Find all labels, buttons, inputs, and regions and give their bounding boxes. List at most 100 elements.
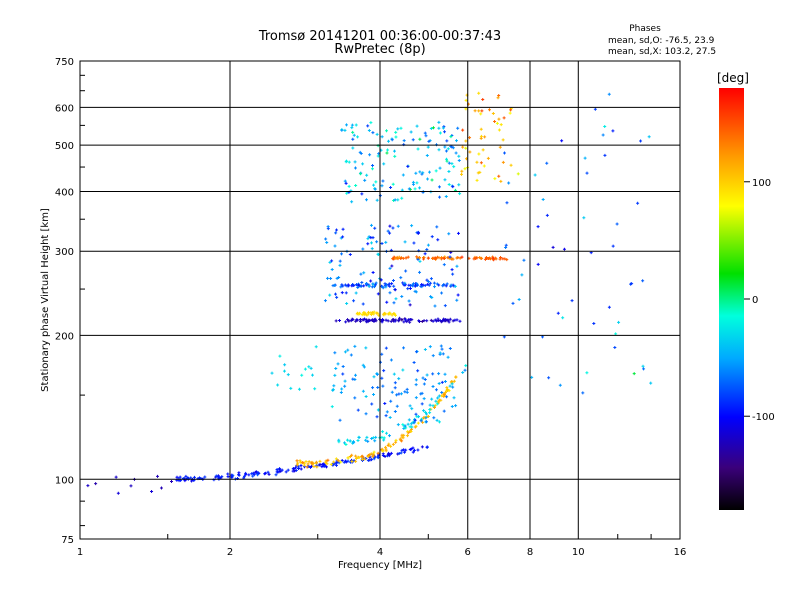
data-point [501, 160, 505, 164]
plot-frame [79, 60, 681, 540]
data-point [338, 418, 342, 422]
data-point [332, 460, 336, 464]
data-point [309, 461, 313, 465]
data-point [380, 184, 384, 188]
data-point [383, 455, 387, 459]
data-point [434, 388, 438, 392]
data-point [303, 367, 307, 371]
data-point [203, 475, 207, 479]
data-point [392, 149, 396, 153]
data-point [374, 281, 378, 285]
data-point [400, 318, 404, 322]
data-point [418, 270, 422, 274]
data-point [454, 375, 458, 379]
data-point [411, 138, 415, 142]
data-point [344, 160, 348, 164]
data-point [376, 154, 380, 158]
data-point [368, 153, 372, 157]
data-point [419, 284, 423, 288]
data-point [494, 257, 498, 261]
data-point [395, 404, 399, 408]
data-point [499, 123, 503, 127]
data-point [335, 295, 339, 299]
data-point [339, 285, 343, 289]
data-point [404, 448, 408, 452]
data-point [372, 392, 376, 396]
data-point [330, 268, 334, 272]
data-point [351, 146, 355, 150]
data-point [480, 256, 484, 260]
data-point [405, 387, 409, 391]
data-point [451, 185, 455, 189]
data-point [396, 423, 400, 427]
data-point [334, 367, 338, 371]
data-point [381, 384, 385, 388]
data-point [493, 177, 497, 181]
y-tick-label: 400 [55, 187, 74, 198]
data-point [420, 391, 424, 395]
data-point [479, 127, 483, 131]
data-point [278, 467, 282, 471]
data-point [360, 281, 364, 285]
data-point [617, 320, 621, 324]
colorbar [719, 88, 744, 510]
data-point [446, 355, 450, 359]
data-point [428, 403, 432, 407]
data-point [488, 108, 492, 112]
data-point [400, 439, 404, 443]
data-point [399, 126, 403, 130]
data-point [392, 311, 396, 315]
data-point [343, 350, 347, 354]
data-point [437, 420, 441, 424]
data-point [397, 318, 401, 322]
data-point [386, 444, 390, 448]
data-point [192, 475, 196, 479]
data-point [385, 151, 389, 155]
data-point [449, 135, 453, 139]
data-point [400, 448, 404, 452]
data-point [479, 161, 483, 165]
data-point [416, 257, 420, 261]
data-point [503, 151, 507, 155]
data-point [366, 455, 370, 459]
data-point [371, 164, 375, 168]
data-point [365, 313, 369, 317]
data-point [398, 316, 402, 320]
data-point [419, 419, 423, 423]
data-point [443, 130, 447, 134]
data-point [428, 407, 432, 411]
y-tick-label: 750 [55, 57, 74, 68]
data-point [420, 172, 424, 176]
data-point [434, 399, 438, 403]
x-tick-label: 2 [227, 547, 233, 558]
data-point [371, 282, 375, 286]
data-point [366, 458, 370, 462]
data-point [366, 439, 370, 443]
data-point [365, 173, 369, 177]
data-point [443, 145, 447, 149]
data-point [329, 277, 333, 281]
data-point [286, 373, 290, 377]
data-point [425, 154, 429, 158]
data-point [340, 291, 344, 295]
data-point [352, 441, 356, 445]
data-point [456, 231, 460, 235]
data-point [389, 444, 393, 448]
data-point [475, 160, 479, 164]
data-point [423, 378, 427, 382]
data-point [353, 160, 357, 164]
data-point [298, 459, 302, 463]
data-point [371, 453, 375, 457]
y-axis-label: Stationary phase Virtual Height [km] [40, 208, 51, 392]
data-point [333, 244, 337, 248]
data-point [338, 263, 342, 267]
data-point [407, 318, 411, 322]
data-point [481, 98, 485, 102]
data-point [432, 416, 436, 420]
data-point [384, 346, 388, 350]
data-point [530, 375, 534, 379]
data-point [434, 169, 438, 173]
data-point [361, 302, 365, 306]
data-point [401, 368, 405, 372]
data-point [409, 429, 413, 433]
